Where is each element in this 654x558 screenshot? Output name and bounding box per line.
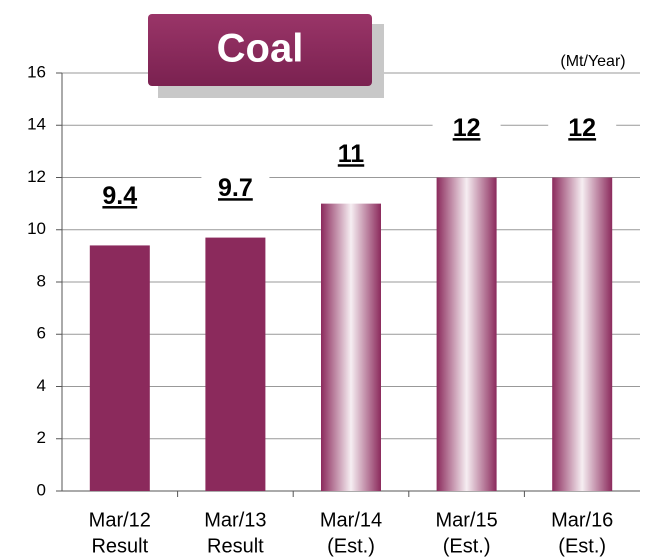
value-label-bg xyxy=(317,139,385,172)
y-tick-label: 14 xyxy=(27,115,46,134)
value-label-bg xyxy=(85,181,154,214)
y-tick-label: 12 xyxy=(27,167,46,186)
x-tick-label: Mar/14 xyxy=(320,509,382,531)
unit-label: (Mt/Year) xyxy=(560,53,625,70)
value-label: 12 xyxy=(453,114,481,142)
bar xyxy=(205,237,266,491)
x-tick-label: Mar/16 xyxy=(551,509,613,531)
x-tick-label: Mar/13 xyxy=(204,509,266,531)
plot-area: 0 2 4 6 8 10 12 14 16 Mar/12 Result 9.4 Mar/13 Result… xyxy=(27,62,640,557)
y-tick-label: 0 xyxy=(37,480,46,499)
bar xyxy=(552,177,613,491)
value-label-bg xyxy=(201,173,270,206)
x-tick-label: Result xyxy=(207,535,264,557)
x-tick-label: Mar/15 xyxy=(435,509,497,531)
bar xyxy=(89,245,150,491)
value-label-bg xyxy=(432,113,501,146)
chart-title: Coal xyxy=(217,27,304,71)
x-tick-label: (Est.) xyxy=(443,535,491,557)
y-tick-label: 2 xyxy=(37,428,46,447)
value-label: 9.4 xyxy=(102,182,137,210)
x-tick-label: (Est.) xyxy=(327,535,375,557)
value-label-bg xyxy=(548,113,617,146)
bar xyxy=(321,203,381,491)
x-tick-label: (Est.) xyxy=(558,535,606,557)
y-tick-label: 8 xyxy=(37,271,46,290)
bar xyxy=(436,177,497,491)
y-tick-label: 10 xyxy=(27,219,46,238)
y-tick-label: 4 xyxy=(37,376,46,395)
value-label: 12 xyxy=(568,114,596,142)
value-label: 9.7 xyxy=(218,174,253,202)
title-badge xyxy=(148,14,372,86)
x-tick-label: Result xyxy=(91,535,148,557)
value-label: 11 xyxy=(338,140,365,168)
x-tick-label: Mar/12 xyxy=(89,509,151,531)
y-tick-label: 16 xyxy=(27,62,46,81)
y-tick-label: 6 xyxy=(37,324,46,343)
